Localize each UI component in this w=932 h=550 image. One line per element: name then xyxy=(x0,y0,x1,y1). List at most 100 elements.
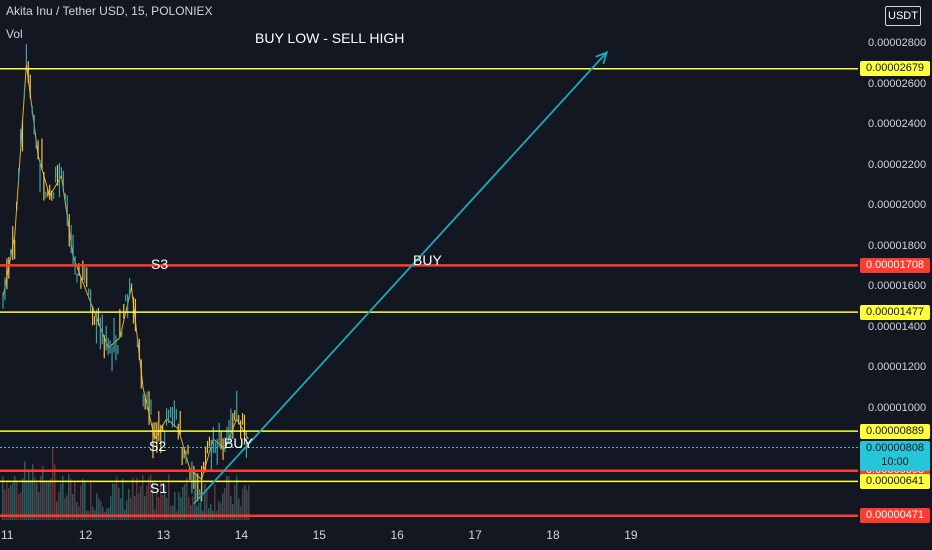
horizontal-levels xyxy=(0,68,858,517)
volume-bar xyxy=(74,481,76,520)
volume-bar xyxy=(46,481,48,520)
volume-bar xyxy=(200,492,202,520)
volume-bar xyxy=(54,464,56,520)
volume-bars xyxy=(2,447,250,520)
arrow-head xyxy=(595,50,609,65)
volume-bar xyxy=(118,487,120,520)
y-tick-label: 0.00001000 xyxy=(868,401,927,414)
price-line xyxy=(2,64,249,481)
volume-bar xyxy=(222,493,224,520)
x-tick-label: 19 xyxy=(624,528,638,542)
volume-bar xyxy=(248,485,250,520)
volume-bar xyxy=(152,480,154,520)
volume-bar xyxy=(234,484,236,520)
volume-bar xyxy=(72,494,74,520)
volume-bar xyxy=(112,483,114,520)
volume-bar xyxy=(102,506,104,520)
x-tick-label: 12 xyxy=(78,528,93,542)
volume-bar xyxy=(130,497,132,520)
volume-bar xyxy=(122,478,124,520)
currency-selector[interactable]: USDT xyxy=(885,6,921,26)
volume-bar xyxy=(126,500,128,520)
volume-bar xyxy=(108,507,110,520)
y-tick-label: 0.00001800 xyxy=(868,239,927,252)
volume-bar xyxy=(16,481,18,520)
volume-bar xyxy=(44,479,46,520)
volume-bar xyxy=(240,505,242,520)
volume-bar xyxy=(18,494,20,520)
volume-bar xyxy=(60,483,62,520)
volume-bar xyxy=(116,476,118,520)
volume-bar xyxy=(24,461,26,520)
x-tick-label: 13 xyxy=(156,528,171,542)
volume-bar xyxy=(48,480,50,520)
volume-bar xyxy=(40,475,42,520)
price-series xyxy=(2,43,249,502)
volume-bar xyxy=(120,498,122,520)
volume-bar xyxy=(188,496,190,520)
volume-bar xyxy=(30,481,32,520)
volume-bar xyxy=(156,490,158,520)
volume-bar xyxy=(150,474,152,520)
volume-bar xyxy=(192,496,194,520)
volume-bar xyxy=(128,489,130,520)
volume-bar xyxy=(206,490,208,520)
arrow-shaft xyxy=(193,51,608,505)
y-tick-label: 0.00002000 xyxy=(868,199,927,212)
volume-bar xyxy=(208,508,210,520)
x-tick-label: 11 xyxy=(1,528,14,542)
volume-bar xyxy=(82,478,84,520)
volume-bar xyxy=(10,484,12,520)
price-tag-yellow: 0.00002679 xyxy=(860,61,930,77)
volume-label: Vol xyxy=(6,27,23,41)
volume-bar xyxy=(218,501,220,520)
volume-bar xyxy=(100,500,102,520)
y-tick-label: 0.00001400 xyxy=(868,320,927,333)
bar-countdown: 10:00 xyxy=(881,455,909,468)
label-buy-lower: BUY xyxy=(224,435,253,451)
y-tick-label: 0.00001200 xyxy=(868,361,927,374)
volume-bar xyxy=(170,506,172,520)
price-tag-yellow: 0.00001477 xyxy=(860,304,930,320)
volume-bar xyxy=(32,464,34,520)
volume-bar xyxy=(38,492,40,520)
volume-bar xyxy=(132,477,134,520)
volume-bar xyxy=(106,508,108,520)
volume-bar xyxy=(110,496,112,520)
volume-bar xyxy=(36,483,38,520)
volume-bar xyxy=(182,487,184,520)
volume-bar xyxy=(196,505,198,520)
price-tag-yellow: 0.00000641 xyxy=(860,473,930,489)
volume-bar xyxy=(162,495,164,520)
x-tick-label: 14 xyxy=(234,528,249,542)
y-tick-label: 0.00002800 xyxy=(868,37,927,50)
volume-bar xyxy=(144,496,146,520)
volume-bar xyxy=(52,447,54,520)
price-tag-yellow: 0.00000889 xyxy=(860,423,930,439)
label-buy-upper: BUY xyxy=(413,252,442,268)
volume-bar xyxy=(232,504,234,520)
volume-bar xyxy=(214,484,216,520)
volume-bar xyxy=(164,484,166,520)
price-tag-red: 0.00000471 xyxy=(860,508,930,524)
price-tag-red: 0.00001708 xyxy=(860,257,930,273)
volume-bar xyxy=(210,503,212,520)
volume-bar xyxy=(242,488,244,520)
trend-arrow[interactable] xyxy=(193,50,609,505)
volume-bar xyxy=(76,501,78,520)
volume-bar xyxy=(158,497,160,520)
volume-bar xyxy=(56,501,58,520)
volume-bar xyxy=(198,502,200,520)
x-tick-label: 17 xyxy=(468,528,482,542)
volume-bar xyxy=(66,495,68,520)
volume-bar xyxy=(92,506,94,520)
volume-bar xyxy=(6,482,8,520)
volume-bar xyxy=(186,477,188,520)
volume-bar xyxy=(62,475,64,520)
y-tick-label: 0.00001600 xyxy=(868,280,927,293)
volume-bar xyxy=(148,477,150,520)
volume-bar xyxy=(226,475,228,520)
volume-bar xyxy=(204,483,206,520)
volume-bar xyxy=(98,498,100,520)
